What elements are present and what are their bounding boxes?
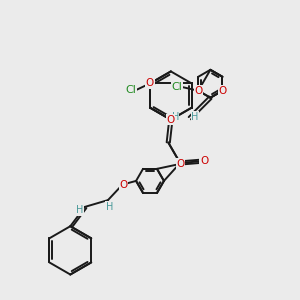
Text: O: O	[194, 86, 202, 96]
Text: O: O	[119, 180, 128, 190]
Text: O: O	[176, 159, 185, 169]
Text: O: O	[218, 86, 226, 96]
Text: O: O	[146, 79, 154, 88]
Text: Cl: Cl	[125, 85, 136, 95]
Text: H: H	[106, 202, 113, 212]
Text: O: O	[200, 156, 208, 166]
Text: Cl: Cl	[171, 82, 182, 92]
Text: H: H	[76, 206, 83, 215]
Text: H: H	[172, 112, 179, 122]
Text: H: H	[191, 112, 199, 122]
Text: O: O	[167, 115, 175, 125]
